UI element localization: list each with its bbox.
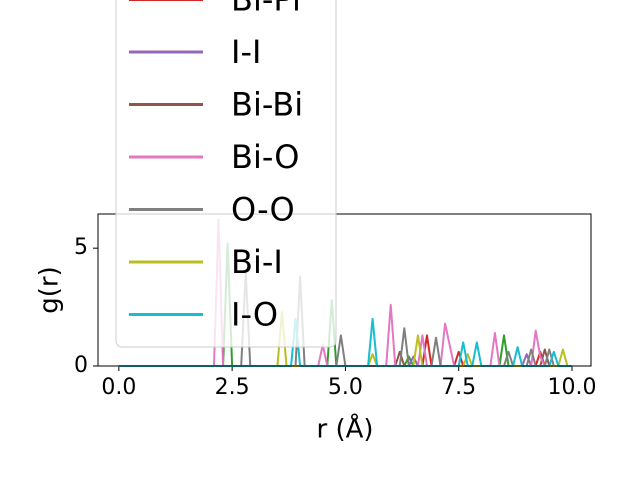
x-tick-label: 2.5: [215, 375, 250, 400]
y-axis-label: g(r): [35, 266, 65, 313]
x-tick-label: 10.0: [547, 375, 596, 400]
y-tick-label: 5: [74, 235, 88, 260]
plot-frame: [97, 213, 592, 367]
legend-label: Bi-O: [231, 138, 299, 176]
x-tick-label: 7.5: [441, 375, 476, 400]
legend-label: Bi-Pr: [231, 0, 306, 19]
y-tick-label: 0: [74, 353, 88, 378]
legend: Bi-Pr I-I Bi-Bi Bi-O O-O Bi-I I-O: [115, 0, 337, 348]
legend-label: O-O: [231, 191, 295, 229]
x-tick-label: 5.0: [328, 375, 363, 400]
legend-label: I-O: [231, 296, 278, 334]
legend-label: Bi-Bi: [231, 86, 303, 124]
x-tick-label: 0.0: [101, 375, 136, 400]
legend-box: [115, 0, 337, 348]
x-axis-label: r (Å): [316, 413, 373, 445]
legend-label: I-I: [231, 33, 261, 71]
legend-label: Bi-I: [231, 243, 283, 281]
